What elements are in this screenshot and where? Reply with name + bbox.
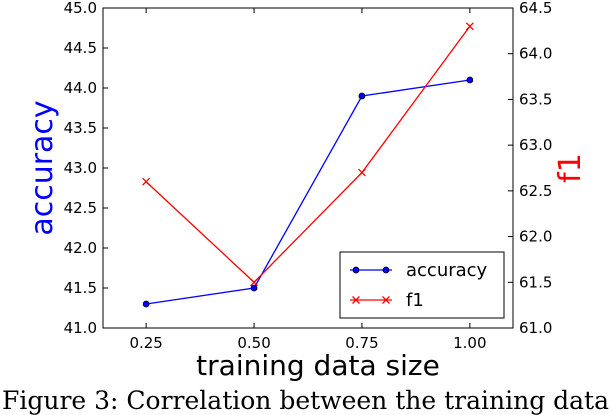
x-marker-stroke xyxy=(382,296,390,304)
x-marker-stroke xyxy=(352,296,360,304)
right-y-tick-label: 63.0 xyxy=(519,136,552,154)
left-y-axis-title: accuracy xyxy=(25,100,60,235)
legend-box xyxy=(339,251,505,319)
left-y-tick-label: 41.0 xyxy=(64,319,97,337)
x-marker-stroke xyxy=(142,177,151,186)
right-y-tick-label: 62.5 xyxy=(519,182,552,200)
legend-marker-accuracy xyxy=(352,266,360,274)
right-y-tick-label: 64.0 xyxy=(519,45,552,63)
legend-marker-f1 xyxy=(352,296,360,304)
data-point-accuracy xyxy=(466,76,474,84)
right-y-tick-label: 62.0 xyxy=(519,228,552,246)
left-y-tick-label: 44.0 xyxy=(64,79,97,97)
data-point-accuracy xyxy=(358,92,366,100)
x-marker-stroke xyxy=(357,168,366,177)
right-y-tick-label: 64.5 xyxy=(519,0,552,17)
legend: accuracy f1 xyxy=(339,251,505,319)
data-point-f1 xyxy=(142,177,151,186)
left-y-tick-label: 43.5 xyxy=(64,119,97,137)
x-tick-label: 0.50 xyxy=(237,334,270,352)
data-point-accuracy xyxy=(250,284,258,292)
right-y-axis-title: f1 xyxy=(553,153,588,183)
series-line-f1 xyxy=(145,25,471,284)
left-y-tick-label: 44.5 xyxy=(64,39,97,57)
left-y-tick-label: 43.0 xyxy=(64,159,97,177)
right-y-tick-label: 63.5 xyxy=(519,90,552,108)
data-point-f1 xyxy=(357,168,366,177)
series-line-accuracy xyxy=(146,79,470,305)
right-y-tick-label: 61.5 xyxy=(519,273,552,291)
x-axis-title: training data size xyxy=(196,349,440,382)
x-tick-label: 0.75 xyxy=(345,334,378,352)
legend-label-f1: f1 xyxy=(406,290,424,311)
data-point-accuracy xyxy=(142,300,150,308)
legend-label-accuracy: accuracy xyxy=(406,260,488,281)
left-y-tick-label: 41.5 xyxy=(64,279,97,297)
figure-caption: Figure 3: Correlation between the traini… xyxy=(2,386,612,415)
legend-marker-f1 xyxy=(382,296,390,304)
x-tick-label: 1.00 xyxy=(453,334,486,352)
legend-marker-accuracy xyxy=(382,266,390,274)
left-y-tick-label: 42.5 xyxy=(64,199,97,217)
x-marker-stroke xyxy=(250,278,259,287)
data-point-f1 xyxy=(465,22,474,31)
left-y-tick-label: 45.0 xyxy=(64,0,97,17)
x-tick-label: 0.25 xyxy=(129,334,162,352)
x-marker-stroke xyxy=(465,22,474,31)
right-y-tick-label: 61.0 xyxy=(519,319,552,337)
left-y-tick-label: 42.0 xyxy=(64,239,97,257)
data-point-f1 xyxy=(250,278,259,287)
